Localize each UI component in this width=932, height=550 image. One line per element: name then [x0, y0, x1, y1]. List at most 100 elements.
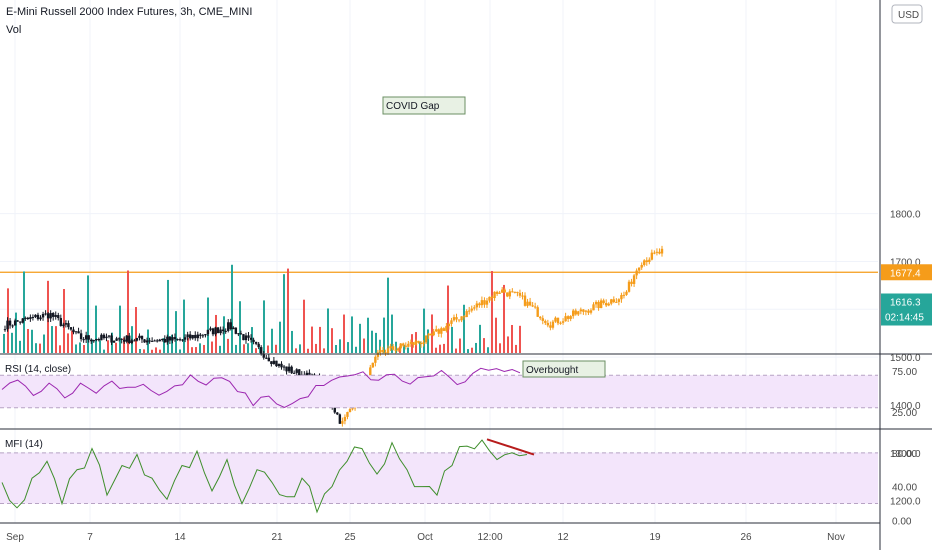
candle-body-216 [551, 321, 555, 328]
volume-bar-40 [163, 337, 165, 353]
volume-bar-57 [231, 264, 233, 353]
divergence-trendline[interactable] [486, 438, 535, 456]
candle-body-165 [422, 342, 425, 345]
volume-bar-17 [71, 330, 73, 353]
rsi-label: RSI (14, close) [5, 364, 71, 375]
rsi-panel[interactable]: Overbought RSI (14, close) [0, 360, 878, 409]
volume-bar-43 [175, 311, 177, 353]
candle-body-195 [498, 292, 501, 294]
candle-body-241 [615, 301, 618, 303]
candle-body-105 [270, 361, 273, 364]
volume-bar-16 [67, 333, 69, 353]
candle-body-218 [556, 317, 560, 324]
candle-body-83 [214, 327, 217, 335]
volume-bar-63 [255, 348, 257, 353]
chart-title: E-Mini Russell 2000 Index Futures, 3h, C… [6, 6, 252, 18]
candle-body-239 [610, 299, 613, 304]
candle-body-87 [224, 330, 227, 332]
overbought-annotation-box[interactable] [522, 360, 606, 378]
volume-bar-64 [259, 347, 261, 353]
volume-bar-89 [359, 323, 361, 353]
mfi-panel[interactable]: MFI (14) [0, 438, 878, 514]
volume-bar-46 [187, 337, 189, 353]
mfi-label: MFI (14) [5, 439, 43, 450]
volume-bar-22 [91, 339, 93, 353]
candle-body-211 [539, 316, 542, 319]
candle-body-198 [506, 292, 509, 297]
time-axis-ticks[interactable]: Sep 7 14 21 25 Oct 12:00 12 19 26 Nov [6, 532, 845, 543]
candle-body-171 [437, 329, 440, 334]
volume-bar-51 [207, 297, 209, 353]
candle-body-232 [592, 304, 595, 311]
candle-body-34 [90, 339, 93, 342]
candle-body-96 [247, 335, 250, 338]
candle-body-134 [343, 416, 347, 422]
candle-body-39 [102, 334, 106, 339]
candle-body-227 [579, 309, 583, 312]
candle-body-169 [432, 331, 435, 336]
candle-body-62 [161, 338, 164, 340]
time-tick-7: 12 [557, 532, 569, 543]
volume-bar-33 [135, 307, 137, 353]
mfi-tick-2: 0.00 [892, 516, 912, 527]
candle-body-253 [645, 260, 648, 263]
candle-body-247 [630, 281, 633, 284]
candle-body-197 [503, 289, 506, 293]
candle-body-238 [607, 303, 610, 306]
candle-body-7 [21, 318, 24, 323]
candle-body-228 [582, 309, 585, 312]
currency-button[interactable] [891, 4, 923, 24]
candle-body-78 [201, 335, 205, 337]
candle-body-63 [163, 338, 167, 343]
candle-body-240 [612, 299, 616, 303]
price-scale[interactable]: USD 1800.01700.01600.01500.01400.01300.0… [881, 4, 932, 527]
candle-body-27 [72, 329, 75, 333]
candle-body-132 [338, 414, 342, 424]
volume-bar-118 [475, 342, 477, 353]
candle-body-32 [84, 335, 88, 340]
candle-body-5 [16, 320, 19, 322]
volume-bar-23 [95, 305, 97, 353]
candle-body-146 [374, 356, 377, 363]
volume-bar-54 [219, 345, 221, 353]
volume-bar-8 [35, 343, 37, 353]
candle-body-157 [402, 343, 405, 346]
covid-gap-annotation-box[interactable] [382, 96, 466, 115]
volume-bar-99 [399, 346, 401, 353]
candle-body-186 [475, 303, 479, 308]
volume-bar-128 [515, 344, 517, 353]
volume-bar-15 [63, 288, 65, 353]
volume-bar-10 [43, 334, 45, 353]
volume-bar-48 [195, 347, 197, 353]
volume-bar-110 [443, 343, 445, 353]
candle-body-41 [107, 335, 111, 337]
volume-bar-94 [379, 339, 381, 353]
volume-bar-127 [511, 324, 513, 353]
volume-bar-73 [295, 348, 297, 353]
rsi-axis-ticks: 75.00 25.00 [892, 367, 917, 419]
candle-body-116 [298, 369, 301, 377]
candle-body-149 [381, 349, 385, 353]
time-tick-5: Oct [417, 532, 433, 543]
candle-body-179 [457, 319, 461, 321]
candle-body-1 [6, 320, 9, 330]
time-tick-1: 7 [87, 532, 93, 543]
candle-body-28 [74, 331, 78, 333]
volume-bar-41 [167, 279, 169, 353]
candle-body-225 [574, 310, 577, 315]
volume-bar-79 [319, 326, 321, 353]
candle-body-229 [584, 310, 588, 312]
volume-bar-71 [287, 268, 289, 353]
candle-body-219 [559, 322, 562, 324]
volume-bar-77 [311, 326, 313, 353]
volume-bar-20 [83, 344, 85, 353]
volume-bar-66 [267, 345, 269, 353]
volume-bar-96 [387, 277, 389, 353]
volume-bar-90 [363, 338, 365, 353]
candle-body-226 [577, 311, 580, 315]
candle-body-257 [655, 251, 659, 253]
mfi-line [1, 439, 528, 514]
candle-body-196 [500, 289, 504, 293]
candle-body-35 [92, 340, 95, 342]
